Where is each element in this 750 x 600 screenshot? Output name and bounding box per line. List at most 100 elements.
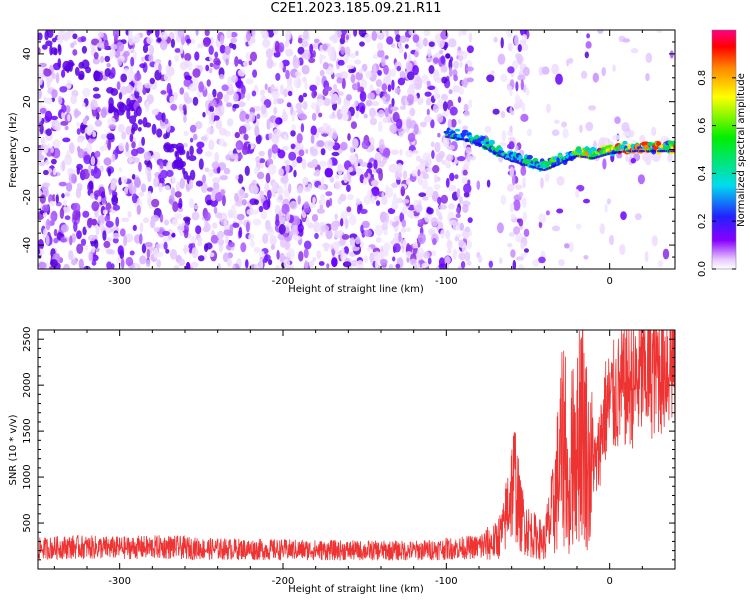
spectrogram-cell-2206 — [117, 58, 123, 67]
spectrogram-cell-1696 — [434, 141, 441, 153]
spectrogram-cell-1408 — [381, 83, 388, 92]
spectrogram-cell-1765 — [430, 119, 435, 129]
spectrogram-cell-1530 — [189, 38, 196, 45]
spectrogram-cell-2314 — [243, 143, 248, 151]
spectrogram-cell-2268 — [112, 30, 120, 39]
spectrogram-cell-1736 — [356, 260, 364, 269]
spectrogram-cell-307 — [393, 215, 402, 222]
spectrogram-cell-2157 — [82, 102, 86, 108]
spectrogram-cell-1353 — [426, 108, 430, 116]
spectrogram-cell-2001 — [211, 161, 220, 169]
spectrogram-cell-1775 — [241, 199, 247, 206]
spectrogram-cell-1950 — [151, 108, 159, 116]
spectrogram-cell-1931 — [446, 239, 453, 250]
spectrogram-cell-2120 — [332, 158, 338, 166]
spectrogram-cell-1200 — [102, 209, 108, 215]
spectrogram-cell-791 — [433, 89, 440, 100]
spectrogram-cell-620 — [129, 250, 135, 256]
spectrogram-cell-2116 — [90, 99, 98, 111]
spectrogram-cell-2185 — [316, 98, 325, 107]
spectrogram-cell-1094 — [223, 167, 231, 175]
ridge-cell-19 — [454, 128, 461, 132]
spectrogram-cell-2219 — [217, 230, 224, 240]
spectrogram-cell-1982 — [222, 141, 228, 147]
spectrogram-cell-1894 — [95, 224, 100, 236]
spectrogram-cell-1773 — [325, 191, 333, 197]
spectrogram-cell-1605 — [305, 148, 309, 154]
spectrogram-cell-1744 — [38, 100, 43, 111]
spectrogram-cell-1897 — [465, 146, 472, 154]
spectrogram-cell-1891 — [354, 161, 359, 170]
spectrogram-xtick-label-2: -100 — [435, 276, 458, 287]
spectrogram-cell-311 — [92, 57, 100, 65]
spectrogram-cell-2336 — [166, 148, 175, 153]
spectrogram-cell-1201 — [334, 213, 338, 220]
spectrogram-cell-1910 — [334, 180, 343, 190]
spectrogram-cell-2414 — [513, 226, 520, 235]
spectrogram-cell-1071 — [389, 124, 397, 134]
spectrogram-cell-550 — [117, 123, 125, 133]
spectrogram-cell-1853 — [62, 263, 71, 269]
spectrogram-cell-1535 — [462, 125, 468, 131]
spectrogram-cell-1103 — [466, 45, 474, 54]
spectrogram-cell-2079 — [189, 137, 194, 143]
spectrogram-cell-2392 — [303, 207, 312, 214]
spectrogram-cell-2142 — [283, 134, 287, 141]
spectrogram-cell-1715 — [107, 167, 112, 177]
spectrogram-cell-2150 — [68, 61, 73, 72]
spectrogram-cell-2159 — [128, 185, 137, 195]
spectrogram-cell-1099 — [448, 66, 453, 78]
spectrogram-cell-361 — [391, 79, 395, 91]
spectrogram-cell-2080 — [373, 159, 378, 170]
spectrogram-cell-1921 — [168, 59, 172, 67]
ridge-cell-40 — [468, 134, 473, 139]
spectrogram-cell-2405 — [93, 70, 100, 82]
spectrogram-cell-854 — [175, 181, 181, 192]
spectrogram-cell-1755 — [76, 163, 83, 171]
spectrogram-cell-2337 — [399, 35, 407, 43]
spectrogram-cell-963 — [208, 139, 215, 151]
spectrogram-cell-2007 — [461, 79, 468, 88]
spectrogram-cell-2395 — [383, 147, 391, 158]
spectrogram-cell-1814 — [331, 111, 336, 118]
spectrogram-cell-1706 — [320, 224, 330, 233]
spectrogram-cell-2061 — [509, 106, 513, 115]
colorbar-tick-label-2: 0.4 — [697, 165, 708, 181]
spectrogram-cell-1042 — [301, 40, 309, 48]
spectrogram-cell-2034 — [348, 166, 353, 173]
spectrogram-cell-1169 — [440, 55, 446, 65]
spectrogram-cell-2287 — [107, 139, 112, 151]
spectrogram-cell-1114 — [57, 96, 63, 105]
spectrogram-cell-2303 — [644, 251, 649, 263]
spectrogram-cell-1938 — [245, 78, 254, 85]
spectrogram-cell-13 — [156, 128, 163, 138]
spectrogram-cell-1924 — [509, 166, 515, 178]
spectrogram-cell-734 — [558, 259, 565, 267]
spectrogram-cell-1356 — [450, 118, 457, 128]
spectrogram-cell-404 — [400, 227, 407, 233]
spectrogram-cell-2360 — [195, 180, 203, 187]
spectrogram-cell-1427 — [277, 149, 286, 159]
spectrogram-cell-561 — [225, 235, 229, 245]
spectrogram-cell-2023 — [437, 37, 445, 49]
spectrogram-cell-2300 — [144, 242, 153, 247]
spectrogram-cell-1590 — [60, 224, 69, 233]
spectrogram-cell-654 — [588, 105, 597, 111]
spectrogram-cell-2228 — [341, 234, 350, 240]
spectrogram-cell-1076 — [179, 87, 185, 95]
spectrogram-cell-2275 — [134, 33, 141, 43]
spectrogram-cell-974 — [288, 183, 292, 194]
spectrogram-cell-2041 — [142, 217, 150, 224]
spectrogram-cell-2386 — [343, 261, 352, 268]
spectrogram-cell-2413 — [400, 186, 405, 197]
spectrogram-cell-2324 — [341, 247, 345, 257]
spectrogram-cell-1322 — [388, 163, 398, 173]
spectrogram-cell-992 — [359, 161, 368, 167]
spectrogram-cell-227 — [221, 194, 226, 207]
spectrogram-cell-780 — [297, 195, 302, 205]
spectrogram-cell-191 — [80, 238, 87, 246]
spectrogram-cell-286 — [104, 237, 113, 243]
spectrogram-cell-1782 — [148, 54, 154, 63]
spectrogram-cell-340 — [189, 145, 194, 156]
spectrogram-cell-1332 — [196, 147, 203, 154]
